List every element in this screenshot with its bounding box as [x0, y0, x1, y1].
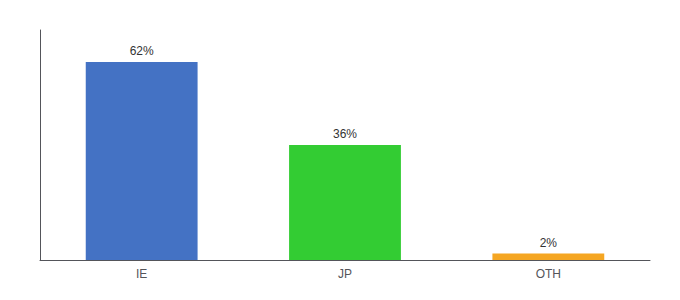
- svg-text:IE: IE: [136, 267, 147, 281]
- svg-text:OTH: OTH: [536, 267, 561, 281]
- svg-text:2%: 2%: [540, 236, 558, 250]
- svg-text:62%: 62%: [130, 44, 154, 58]
- svg-text:36%: 36%: [333, 127, 357, 141]
- svg-text:JP: JP: [338, 267, 352, 281]
